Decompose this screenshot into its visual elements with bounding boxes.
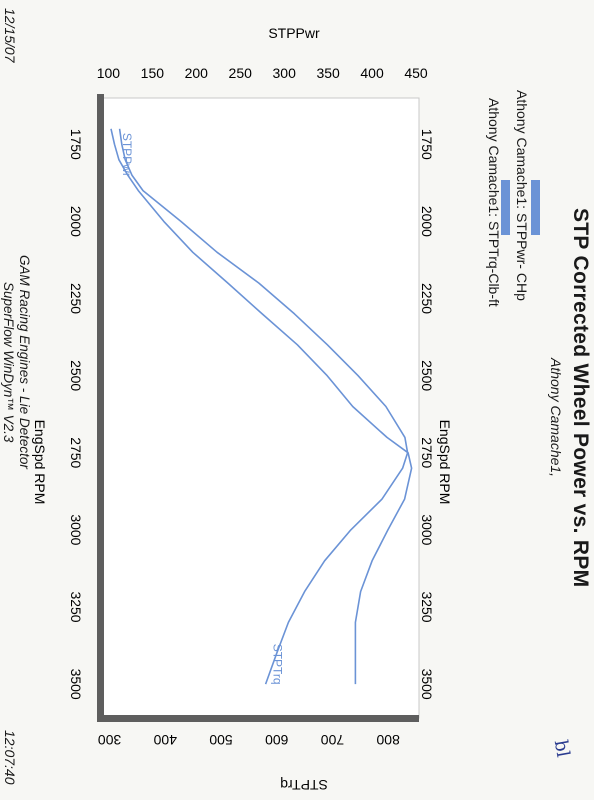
x-tick-label-bottom: 2000 <box>68 206 84 237</box>
y-right-tick-label: 300 <box>98 732 122 748</box>
y-left-tick-label: 400 <box>360 65 384 81</box>
x-axis-title-bottom: EngSpd RPM <box>32 420 48 505</box>
y-left-tick-label: 250 <box>229 65 253 81</box>
x-tick-label-bottom: 3500 <box>68 669 84 700</box>
y-left-tick-label: 150 <box>141 65 165 81</box>
x-tick-label-top: 1750 <box>419 129 435 160</box>
footer-line-1: GAM Racing Engines - Lie Detector <box>17 255 32 469</box>
series-line-stppwr <box>110 128 413 685</box>
series-line-stptrq <box>118 128 409 685</box>
series-label-stppwr: STPPwr <box>120 133 134 177</box>
y-left-tick-label: 450 <box>404 65 428 81</box>
x-tick-label-bottom: 3000 <box>68 514 84 545</box>
y-left-axis-title: STPPwr <box>268 25 320 41</box>
y-right-tick-label: 400 <box>153 732 177 748</box>
handwritten-mark: bl <box>549 738 574 759</box>
y-right-axis-title: STPTrq <box>280 777 328 793</box>
footer-line-2: SuperFlow WinDyn™ V2.3 <box>1 282 16 443</box>
plot-frame-bottom <box>97 94 104 722</box>
y-right-tick-label: 700 <box>321 732 345 748</box>
plot-area <box>98 97 420 719</box>
x-axis-title-top: EngSpd RPM <box>437 420 453 505</box>
x-tick-label-top: 3500 <box>419 669 435 700</box>
y-left-tick-label: 100 <box>97 65 121 81</box>
x-tick-label-top: 3250 <box>419 591 435 622</box>
x-tick-label-bottom: 2750 <box>68 437 84 468</box>
y-left-tick-label: 350 <box>316 65 340 81</box>
x-tick-label-top: 2000 <box>419 206 435 237</box>
x-tick-label-bottom: 1750 <box>68 129 84 160</box>
y-left-tick-label: 300 <box>272 65 296 81</box>
x-tick-label-top: 2750 <box>419 437 435 468</box>
x-tick-label-top: 2250 <box>419 283 435 314</box>
plot-frame-right <box>99 715 419 722</box>
time-stamp: 12:07:40 <box>2 730 18 785</box>
series-label-stptrq: STPTrq <box>271 644 285 685</box>
date-stamp: 12/15/07 <box>2 8 18 63</box>
x-tick-label-bottom: 3250 <box>68 591 84 622</box>
x-tick-label-bottom: 2250 <box>68 283 84 314</box>
y-right-tick-label: 500 <box>209 732 233 748</box>
y-right-tick-label: 800 <box>376 732 400 748</box>
x-tick-label-top: 2500 <box>419 360 435 391</box>
x-tick-label-bottom: 2500 <box>68 360 84 391</box>
y-right-tick-label: 600 <box>265 732 289 748</box>
x-tick-label-top: 3000 <box>419 514 435 545</box>
y-left-tick-label: 200 <box>185 65 209 81</box>
